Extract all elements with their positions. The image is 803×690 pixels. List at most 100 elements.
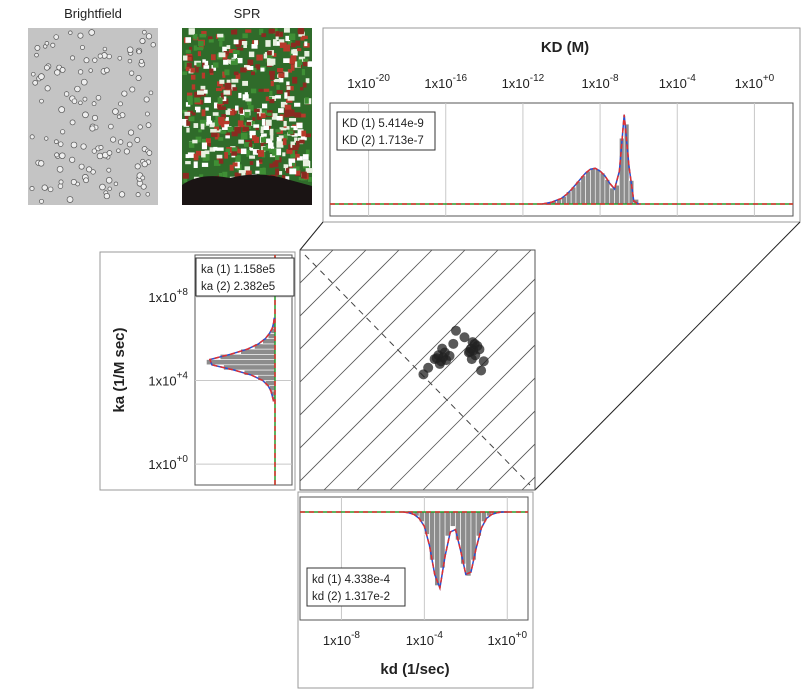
kd-isolines [300,250,535,490]
pixel [253,108,260,113]
point [464,346,475,357]
pixel [199,174,204,180]
pixel [296,48,302,52]
pixel [218,116,225,124]
pixel [218,158,224,164]
pixel [205,107,209,111]
point [478,356,489,367]
pixel [231,78,239,83]
pixel [290,64,295,71]
pixel [187,152,195,158]
pixel [283,164,288,169]
pixel [195,150,202,156]
pixel [245,98,252,102]
pixel [231,29,236,35]
pixel [193,45,197,51]
pixel [232,87,238,91]
tick-label: 1x10-8 [582,73,620,91]
pixel [269,99,275,104]
pixel [292,76,298,84]
pixel [272,39,277,46]
pixel [276,84,280,90]
pixel [244,111,250,118]
pixel [286,44,291,52]
pixel [295,169,301,176]
pixel [302,59,310,67]
pixel [300,134,307,141]
pixel [262,110,268,116]
bar [465,511,472,577]
bar [609,187,615,205]
cell [54,69,61,76]
cell [39,198,44,204]
pixel [195,136,202,143]
tick-label: 1x10+4 [148,370,188,388]
brightfield-image [28,28,158,205]
tick-label-exponent: +8 [177,287,189,298]
tick-label-exponent: -16 [453,73,468,84]
pixel [215,115,221,122]
pixel [199,119,207,127]
pixel [301,35,308,40]
isoline [300,250,499,449]
pixel [200,123,205,130]
isoline [300,250,433,383]
pixel [188,141,195,148]
pixel [251,120,256,126]
pixel [276,137,282,143]
cell [83,177,89,184]
pixel [186,119,191,126]
pixel [204,121,209,126]
spr-image [182,28,313,205]
cell [39,98,44,104]
pixel [229,164,234,171]
pixel [218,172,223,180]
cell [112,108,119,115]
annotation: ka (1) 1.158e5 [201,264,275,276]
pixel [287,69,293,73]
cell [96,152,104,160]
pixel [238,170,246,174]
cell [58,141,64,147]
pixel [289,118,297,122]
pixel [263,125,269,131]
bar [594,168,601,205]
pixel [292,145,299,151]
pixel [235,155,241,162]
pixel [279,31,284,37]
pixel [184,111,191,116]
pixel [304,97,309,104]
cell [92,57,98,63]
pixel [256,113,262,120]
pixel [304,51,310,57]
point [467,337,478,348]
pixel [285,167,290,174]
pixel [220,86,225,90]
pixel [185,49,192,54]
pixel [185,37,192,43]
isoline [300,250,400,350]
pixel [185,154,190,159]
diagonal [304,254,531,486]
pixel [287,40,293,47]
cell [29,134,35,140]
pixel [233,54,238,59]
pixel [256,54,263,61]
pixel [210,54,216,61]
cell [70,179,77,186]
tick-label-base: 1x10 [487,633,515,648]
cell [110,136,117,143]
panel-frame [322,27,801,223]
pixel [213,102,218,109]
cell [103,193,110,200]
pixel [261,118,266,126]
annotation-box: KD (1) 5.414e-9 KD (2) 1.713e-7 [336,111,436,151]
cell [105,177,113,184]
pixel [275,95,281,99]
pixel [225,148,231,155]
pixel [301,171,307,179]
annotation-frame [195,257,295,297]
pixel [285,35,291,42]
pixel [240,132,248,140]
